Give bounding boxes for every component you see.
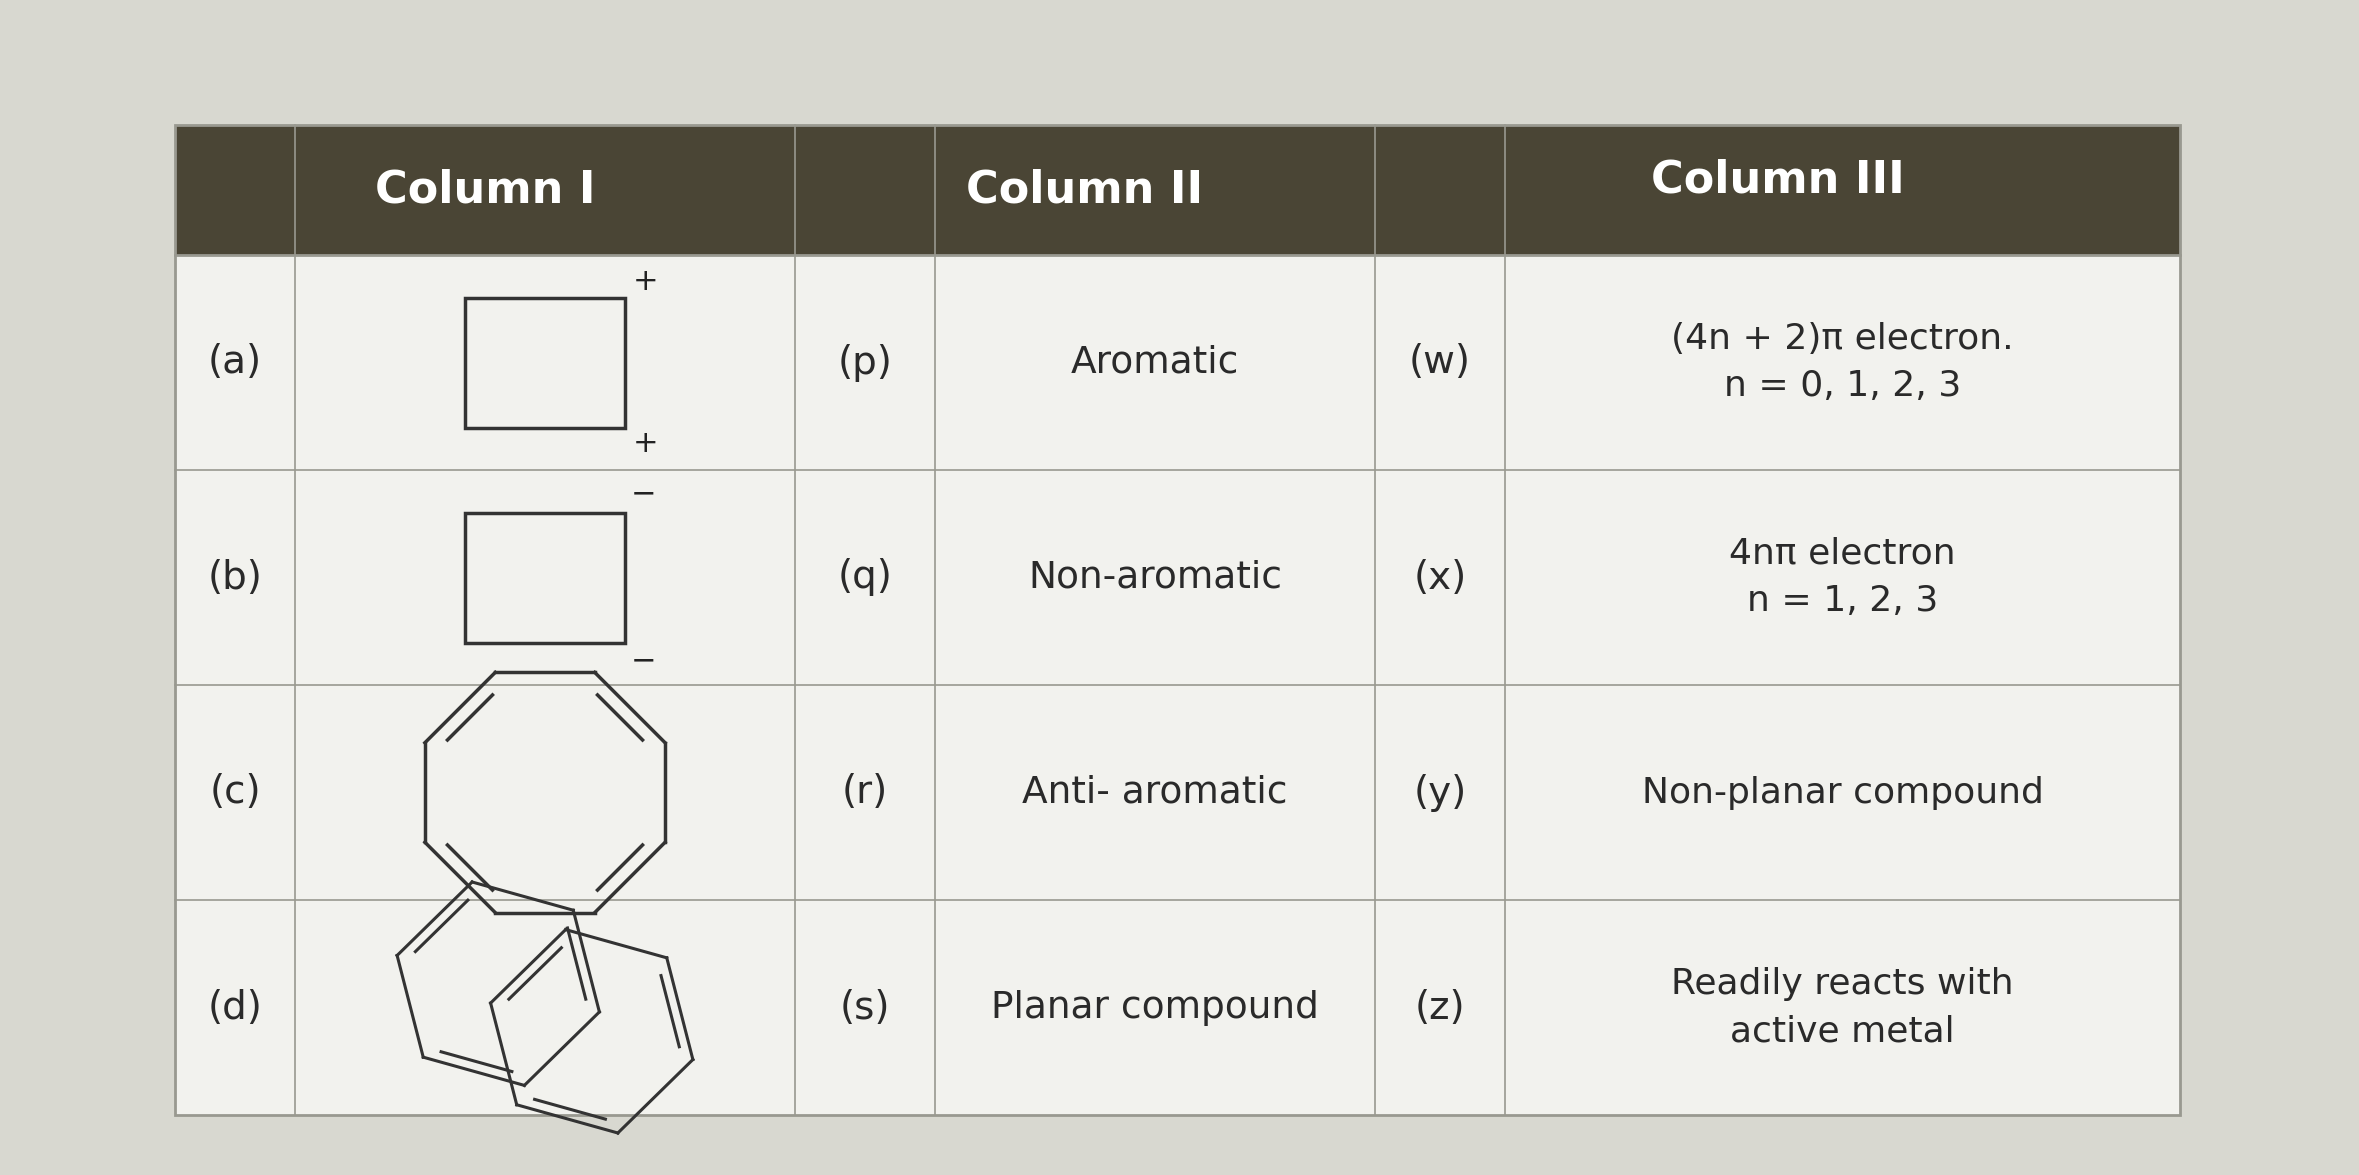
Text: Column III: Column III (1651, 159, 1904, 201)
Text: (y): (y) (1413, 773, 1467, 812)
Bar (175, 125, 2180, 1115)
Text: Non-planar compound: Non-planar compound (1642, 776, 2043, 810)
Text: Column II: Column II (967, 168, 1203, 212)
Text: Column I: Column I (375, 168, 594, 212)
Text: 4nπ electron
n = 1, 2, 3: 4nπ electron n = 1, 2, 3 (1729, 537, 1956, 618)
Bar (175, 125, 2180, 255)
Text: (s): (s) (840, 988, 889, 1027)
Text: Non-aromatic: Non-aromatic (1029, 559, 1281, 596)
Text: (r): (r) (842, 773, 887, 812)
Text: Anti- aromatic: Anti- aromatic (1021, 774, 1288, 811)
Text: Aromatic: Aromatic (1071, 344, 1238, 381)
Bar (465, 512, 625, 643)
Text: +: + (632, 430, 658, 458)
Bar (175, 125, 2180, 1115)
Text: −: − (630, 479, 656, 509)
Text: (w): (w) (1408, 343, 1472, 382)
Text: (c): (c) (210, 773, 262, 812)
Text: (a): (a) (208, 343, 262, 382)
Text: (q): (q) (837, 558, 892, 597)
Text: +: + (632, 267, 658, 295)
Text: (z): (z) (1415, 988, 1465, 1027)
Bar (465, 297, 625, 428)
Text: (4n + 2)π electron.
n = 0, 1, 2, 3: (4n + 2)π electron. n = 0, 1, 2, 3 (1670, 322, 2015, 403)
Text: (x): (x) (1413, 558, 1467, 597)
Text: Readily reacts with
active metal: Readily reacts with active metal (1670, 967, 2015, 1048)
Text: (b): (b) (208, 558, 262, 597)
Text: (d): (d) (208, 988, 262, 1027)
Text: Planar compound: Planar compound (991, 989, 1319, 1026)
Text: (p): (p) (837, 343, 892, 382)
Text: −: − (630, 646, 656, 676)
